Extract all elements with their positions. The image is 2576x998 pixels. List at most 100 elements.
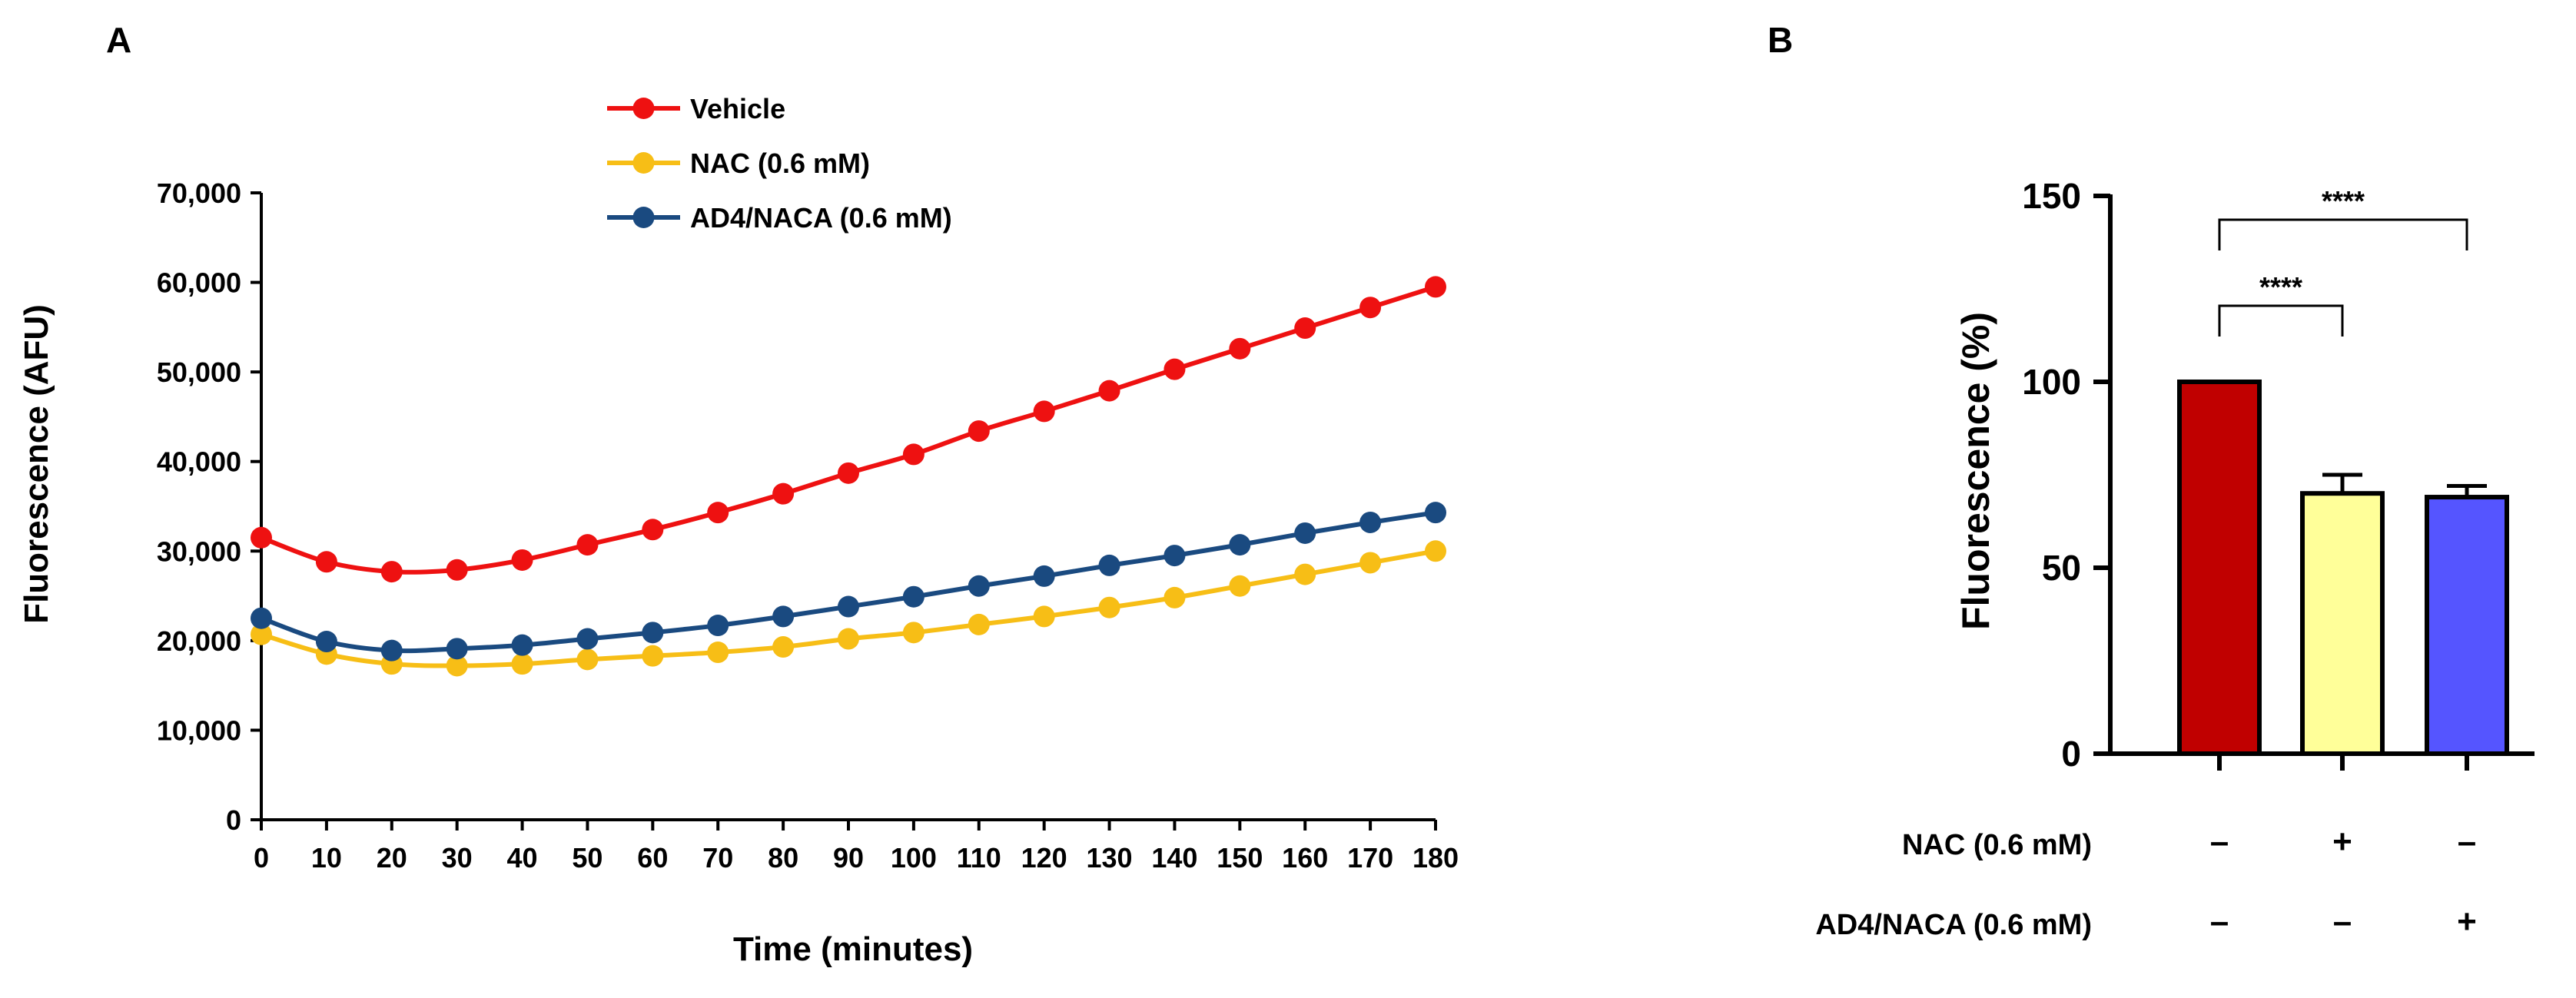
data-point [576,648,599,671]
series-2 [251,502,1446,661]
data-point [1164,586,1186,608]
data-point [1098,380,1120,402]
data-point [1033,565,1055,587]
data-point [380,561,403,583]
line-chart-axes [260,193,1436,821]
data-point [902,585,925,608]
x-tick-label: 60 [637,842,668,874]
data-point [838,628,859,650]
condition-sign: – [2458,823,2476,860]
data-point [707,502,729,524]
data-point [838,595,859,618]
data-point [1294,317,1316,340]
data-point [1294,522,1316,544]
legend-label: Vehicle [690,93,785,124]
data-point [968,575,990,597]
y-tick-label: 70,000 [157,177,241,209]
bar-y-tick-label: 150 [2022,176,2081,216]
bar-y-axis-title: Fluorescence (%) [1954,312,1997,630]
line-chart-y-ticks: 0 10,000 20,000 30,000 40,000 50,000 60,000 70,… [157,177,261,836]
data-point [315,631,337,653]
bar [2177,380,2262,756]
y-tick-label: 10,000 [157,715,241,746]
x-tick-label: 70 [702,842,733,874]
data-point [446,638,468,660]
significance-label: **** [2259,271,2302,303]
x-tick-label: 80 [768,842,798,874]
condition-sign: – [2210,823,2229,860]
data-point [1359,297,1382,319]
y-tick-label: 60,000 [157,267,241,299]
data-point [511,549,533,571]
data-point [1229,337,1251,360]
data-point [1164,545,1186,567]
bar-chart-y-ticks: 0 50 100 150 [2022,176,2110,774]
series-0 [251,276,1446,583]
condition-sign: – [2333,903,2352,940]
x-tick-label: 10 [311,842,342,874]
x-tick-label: 20 [377,842,407,874]
condition-sign: + [2457,903,2477,940]
bar [2300,491,2385,756]
y-tick-label: 20,000 [157,625,241,657]
panel-a-label: A [106,20,131,60]
data-point [1425,502,1446,524]
data-point [1425,276,1446,298]
data-point [1164,358,1186,380]
data-point [511,634,533,656]
series-1 [251,540,1446,677]
line-chart-series [251,276,1446,677]
x-tick-label: 120 [1021,842,1067,874]
data-point [1098,596,1120,618]
x-tick-label: 40 [507,842,538,874]
data-point [511,653,533,675]
condition-sign: – [2210,903,2229,940]
bracket-line [2218,218,2468,250]
x-tick-label: 0 [254,842,269,874]
bar-group [2300,472,2385,756]
legend-item: AD4/NACA (0.6 mM) [607,202,952,234]
bar-group [2425,484,2509,756]
data-point [1425,540,1446,562]
y-tick-label: 40,000 [157,446,241,478]
data-point [1098,554,1120,576]
panel-b-label: B [1768,20,1793,60]
bar-y-tick-label: 0 [2061,734,2081,774]
data-point [446,655,468,677]
data-point [902,443,925,466]
y-tick-label: 0 [226,804,241,836]
legend-swatch-marker [632,98,655,119]
data-point [380,639,403,661]
condition-sign: + [2332,823,2352,860]
data-point [315,551,337,573]
y-axis-title: Fluorescence (AFU) [18,304,55,624]
bar-y-tick-label: 100 [2022,362,2081,402]
legend-swatch-marker [632,152,655,174]
data-point [1294,563,1316,585]
significance-brackets: **** **** [2218,185,2468,337]
condition-label: NAC (0.6 mM) [1902,829,2092,861]
data-point [1359,511,1382,533]
y-tick-label: 30,000 [157,535,241,567]
legend-swatch-marker [632,207,655,228]
significance-bracket: **** [2218,185,2468,250]
condition-row: AD4/NACA (0.6 mM) – – + [1815,903,2476,941]
data-point [838,462,859,484]
data-point [251,526,272,549]
x-tick-label: 140 [1151,842,1197,874]
x-tick-label: 100 [891,842,937,874]
condition-row: NAC (0.6 mM) – + – [1902,823,2476,861]
data-point [642,519,664,541]
x-tick-label: 130 [1087,842,1133,874]
x-tick-label: 170 [1347,842,1393,874]
data-point [707,615,729,637]
data-point [576,628,599,650]
bar-group [2177,380,2262,756]
data-point [1033,605,1055,628]
data-point [772,605,795,628]
data-point [251,623,272,645]
data-point [576,534,599,556]
bracket-line [2218,304,2344,337]
